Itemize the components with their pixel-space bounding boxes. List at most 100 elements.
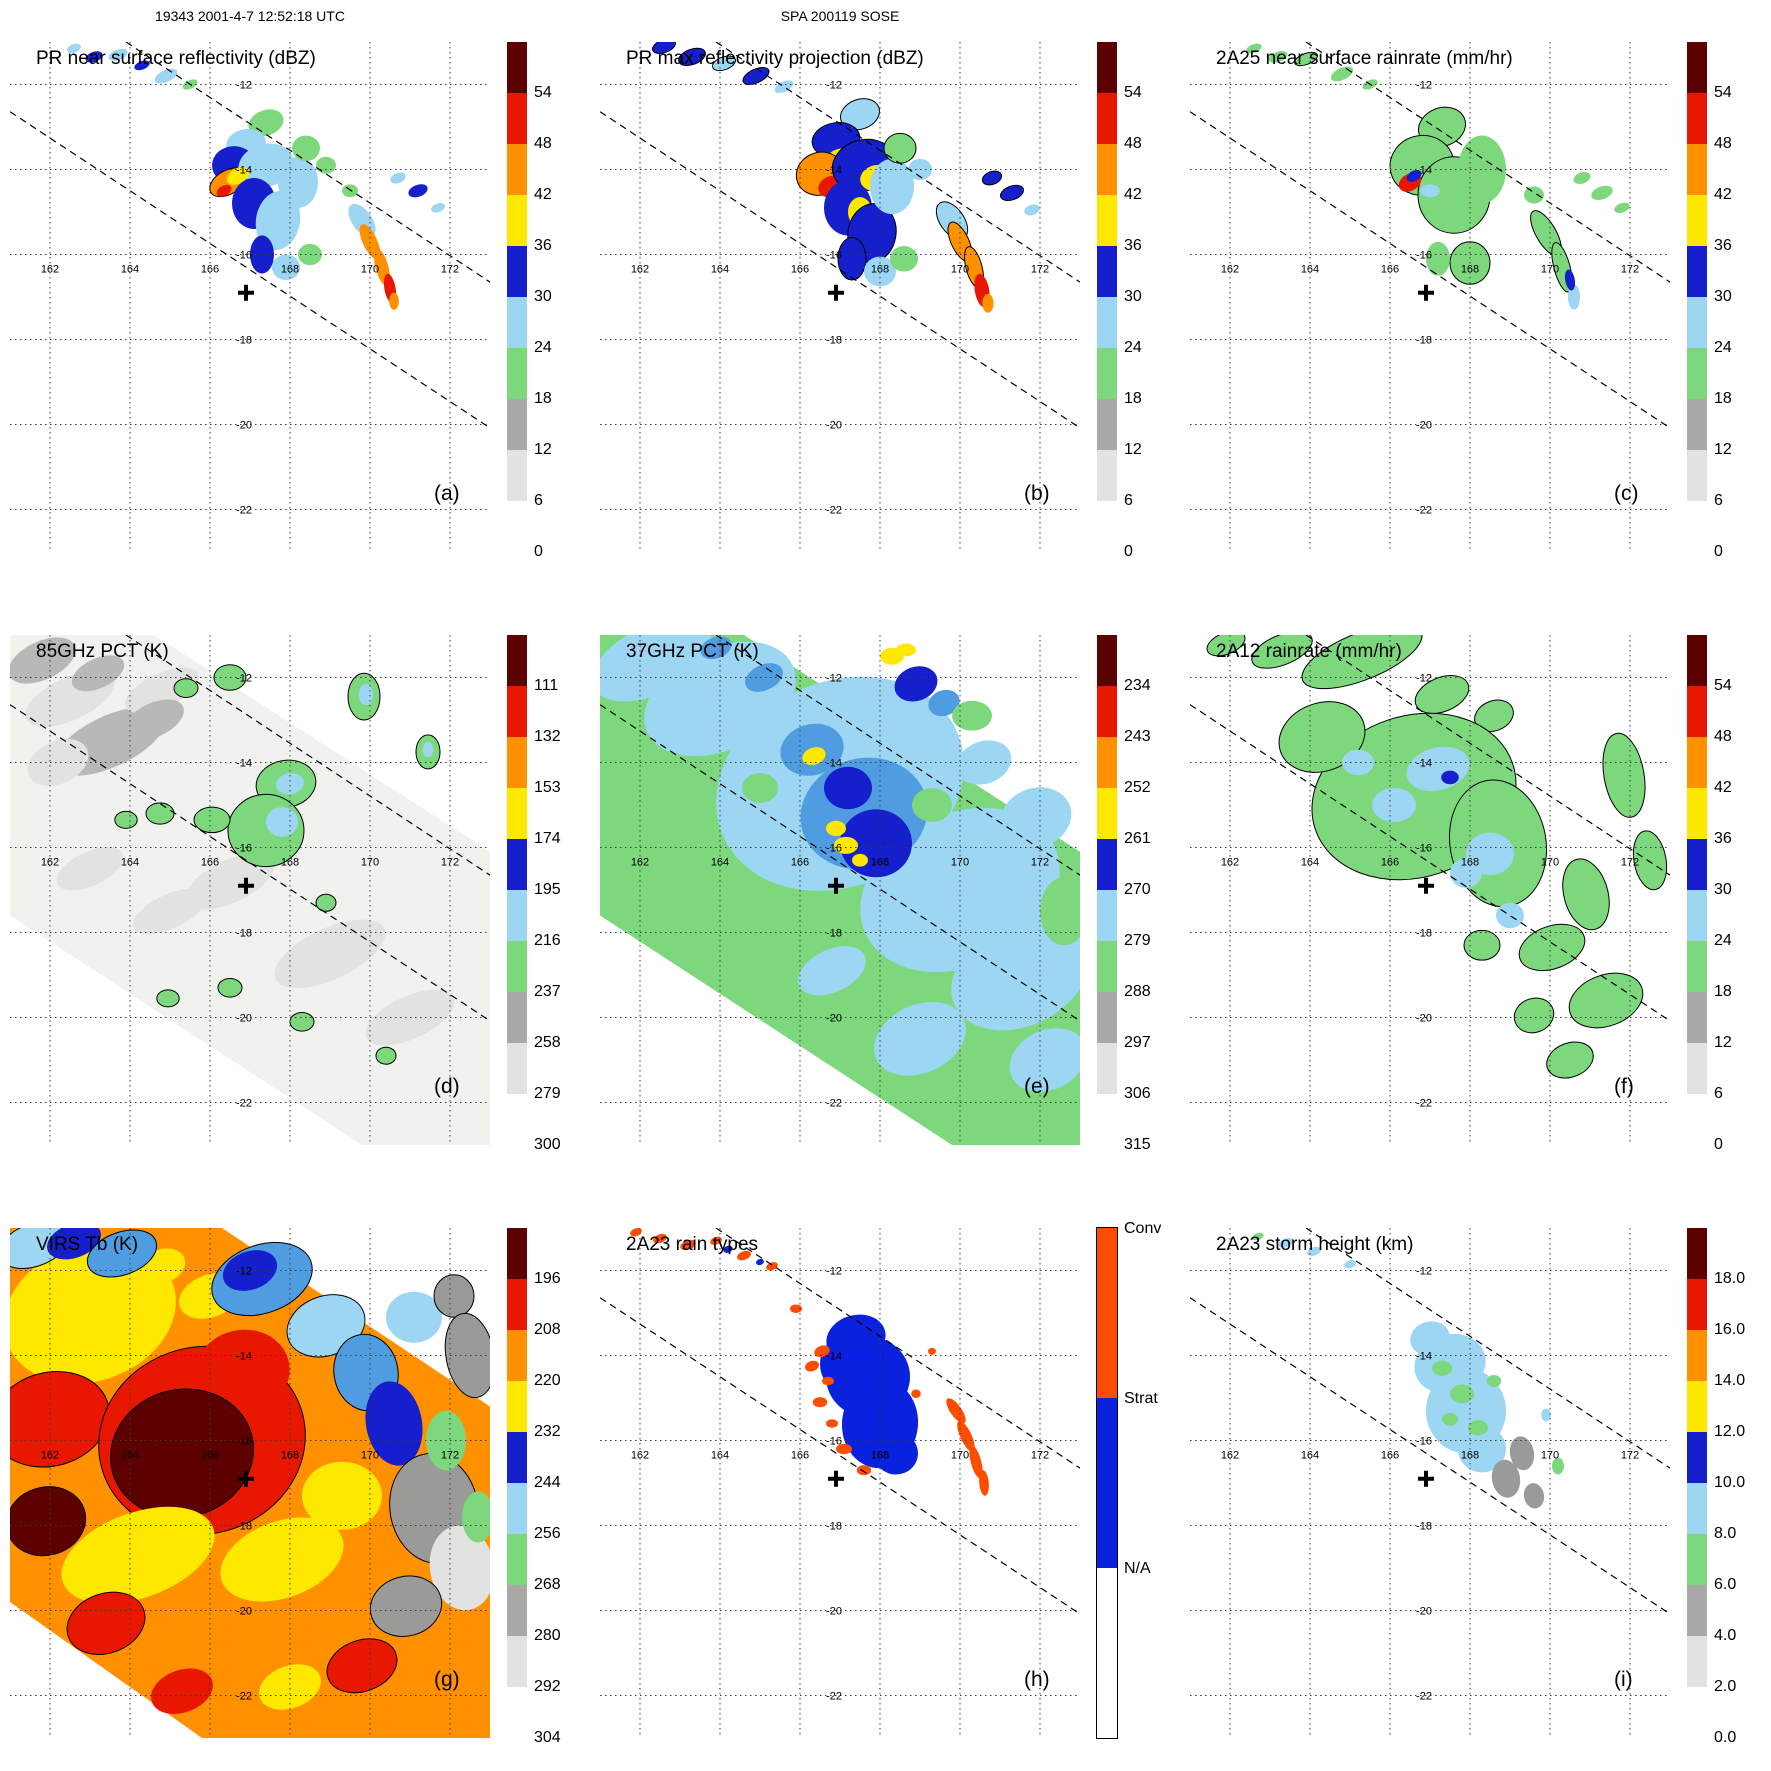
colorbar-tick-label: 24 <box>1714 932 1732 949</box>
data-blob <box>1614 202 1630 213</box>
data-blob <box>890 246 918 272</box>
colorbar-c <box>1687 42 1707 552</box>
lon-label: 162 <box>41 1449 59 1461</box>
data-blob <box>1278 1238 1294 1248</box>
colorbar-segment <box>1687 1432 1707 1483</box>
data-blob <box>874 1432 918 1475</box>
colorbar-segment <box>507 1687 527 1738</box>
data-blob <box>85 51 103 63</box>
panel-title-c: 2A25 near surface rainrate (mm/hr) <box>1216 48 1513 69</box>
colorbar-tick-label: 30 <box>1714 881 1732 898</box>
lon-label: 164 <box>1301 263 1319 275</box>
data-blob <box>956 740 1012 785</box>
panel-title-a: PR near surface reflectivity (dBZ) <box>36 48 316 69</box>
panel-title-i: 2A23 storm height (km) <box>1216 1234 1414 1255</box>
graticule-labels: 162 164 166 168 170 172 -12 -14 -16 -18 -20 -22 <box>631 1266 1049 1703</box>
panel-letter-h: (h) <box>1024 1668 1050 1691</box>
data-blob <box>742 773 778 803</box>
data-blob <box>276 773 304 795</box>
colorbar-tick-label: 243 <box>1124 728 1151 745</box>
data-blob <box>173 678 199 698</box>
lat-label: -14 <box>236 1351 252 1363</box>
lon-label: 162 <box>631 263 649 275</box>
colorbar-tick-label: 6 <box>1124 492 1133 509</box>
data-blob <box>27 738 89 787</box>
data-blob <box>114 810 138 829</box>
data-blob <box>1420 184 1440 198</box>
colorbar-tick-label: 18 <box>534 390 552 407</box>
data-blob <box>1268 51 1288 63</box>
data-blob <box>408 184 428 198</box>
colorbar-segment <box>507 992 527 1043</box>
data-blob <box>108 48 128 61</box>
lon-label: 162 <box>41 263 59 275</box>
colorbar-segment <box>1687 450 1707 501</box>
lat-label: -16 <box>1416 250 1432 262</box>
graticule-labels: 162 164 166 168 170 172 -12 -14 -16 -18 -20 -22 <box>41 1266 459 1703</box>
lon-label: 170 <box>951 263 969 275</box>
swath-edge-line <box>715 1228 1080 1469</box>
storm-center-cross-marker <box>828 877 844 894</box>
lat-label: -12 <box>826 80 842 92</box>
data-blob <box>1009 1028 1080 1092</box>
data-blob <box>369 1575 443 1637</box>
data-blob <box>653 1233 667 1244</box>
graticule-labels: 162 164 166 168 170 172 -12 -14 -16 -18 -20 -22 <box>1221 1266 1639 1703</box>
data-blob <box>462 1491 490 1543</box>
graticule <box>1190 42 1670 552</box>
lat-label: -18 <box>826 1521 842 1533</box>
lat-label: -12 <box>826 1266 842 1278</box>
data-blob <box>824 766 872 810</box>
data-blob <box>1414 675 1470 714</box>
lat-label: -14 <box>1416 1351 1432 1363</box>
data-blob <box>1426 241 1450 276</box>
data-blob <box>1509 1436 1535 1471</box>
data-blob <box>10 1486 87 1557</box>
colorbar-segment <box>1687 1094 1707 1145</box>
data-blob <box>1307 1246 1321 1257</box>
data-blob <box>680 1239 696 1251</box>
data-blob <box>422 742 434 758</box>
lon-label: 172 <box>1621 263 1639 275</box>
panel-title-e: 37GHz PCT (K) <box>626 641 759 662</box>
map-c: 162 164 166 168 170 172 -12 -14 -16 -18 -20 -22 <box>1190 42 1670 552</box>
colorbar-tick-label: 279 <box>1124 932 1151 949</box>
data-blob <box>1463 929 1501 961</box>
map-d: 162 164 166 168 170 172 -12 -14 -16 -18 -20 -22 <box>10 635 490 1145</box>
data-blob <box>798 946 866 996</box>
data-blob <box>756 1258 764 1266</box>
colorbar-segment <box>1687 788 1707 839</box>
colorbar-tick-label: 2.0 <box>1714 1678 1737 1695</box>
lat-label: -14 <box>826 165 842 177</box>
panel-letter-e: (e) <box>1024 1075 1050 1098</box>
colorbar-tick-label: 14.0 <box>1714 1372 1746 1389</box>
panel-d: 162 164 166 168 170 172 -12 -14 -16 -18 -20 -22 85GH… <box>10 635 575 1180</box>
data-blob <box>969 1445 983 1479</box>
colorbar-tick-label: 16.0 <box>1714 1321 1746 1338</box>
colorbar-segment <box>1687 941 1707 992</box>
colorbar-segment <box>1687 195 1707 246</box>
colorbar-tick-label: 48 <box>1714 728 1732 745</box>
lon-label: 170 <box>951 1449 969 1461</box>
lon-label: 168 <box>1461 263 1479 275</box>
panel-i: 162 164 166 168 170 172 -12 -14 -16 -18 -20 -22 2A23… <box>1190 1228 1755 1771</box>
lat-label: -16 <box>826 250 842 262</box>
lon-label: 170 <box>951 856 969 868</box>
panel-b: 162 164 166 168 170 172 -12 -14 -16 -18 -20 -22 PR m… <box>600 42 1165 587</box>
data-blob <box>1564 269 1576 291</box>
data-blob <box>10 637 76 684</box>
colorbar-tick-label: 54 <box>534 84 552 101</box>
map-b: 162 164 166 168 170 172 -12 -14 -16 -18 -20 -22 <box>600 42 1080 552</box>
colorbar-segment <box>1687 686 1707 737</box>
lat-label: -22 <box>1416 1098 1432 1110</box>
data-blob <box>431 203 445 213</box>
lat-label: -22 <box>1416 505 1432 517</box>
swath-edge-lines <box>600 42 1080 429</box>
graticule <box>1190 1228 1670 1738</box>
data-blob <box>928 689 960 717</box>
lon-label: 166 <box>791 263 809 275</box>
colorbar-tick-label: 42 <box>1124 186 1142 203</box>
colorbar-tick-label: 300 <box>534 1136 561 1153</box>
data-blob <box>1000 787 1072 849</box>
data-blob <box>193 806 231 834</box>
